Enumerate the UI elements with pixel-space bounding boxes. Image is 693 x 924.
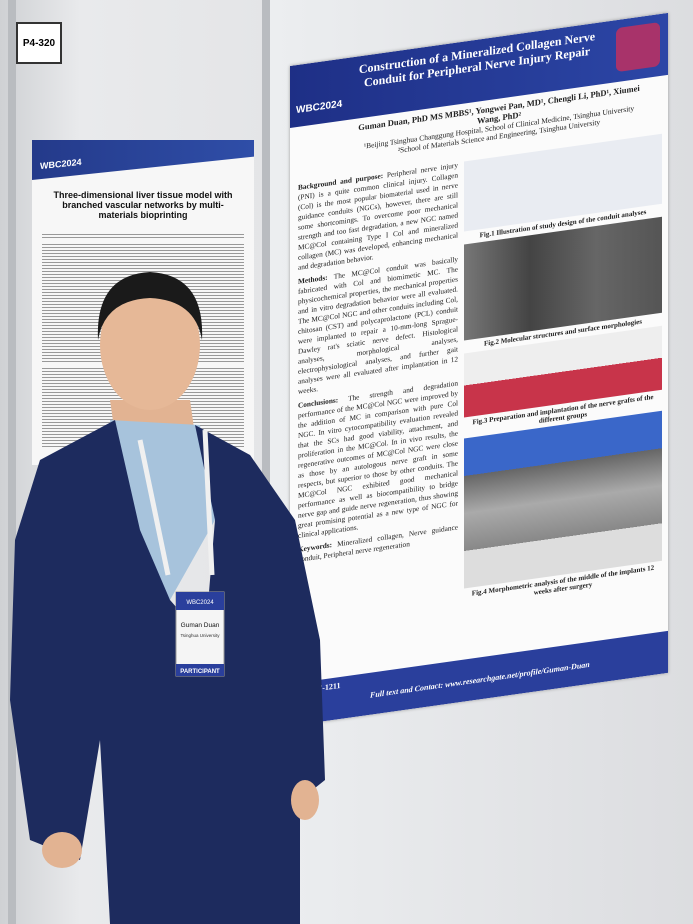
badge-footer [176, 664, 224, 676]
text-lines [42, 234, 244, 240]
lanyard [137, 429, 215, 576]
badge-affiliation: Tsinghua University [180, 633, 220, 638]
badge-logo: WBC2024 [186, 600, 214, 606]
hair [97, 272, 203, 340]
suit [10, 420, 325, 924]
badge-header [176, 592, 224, 610]
badge-name: Guman Duan [181, 622, 220, 629]
hand [42, 832, 82, 868]
booth-label: P4-320 [16, 22, 62, 64]
pole [262, 0, 270, 924]
pole [8, 0, 16, 924]
hand [291, 780, 319, 820]
face [100, 280, 200, 410]
badge-role: PARTICIPANT [180, 669, 220, 675]
poster-title: Three-dimensional liver tissue model wit… [53, 190, 233, 220]
